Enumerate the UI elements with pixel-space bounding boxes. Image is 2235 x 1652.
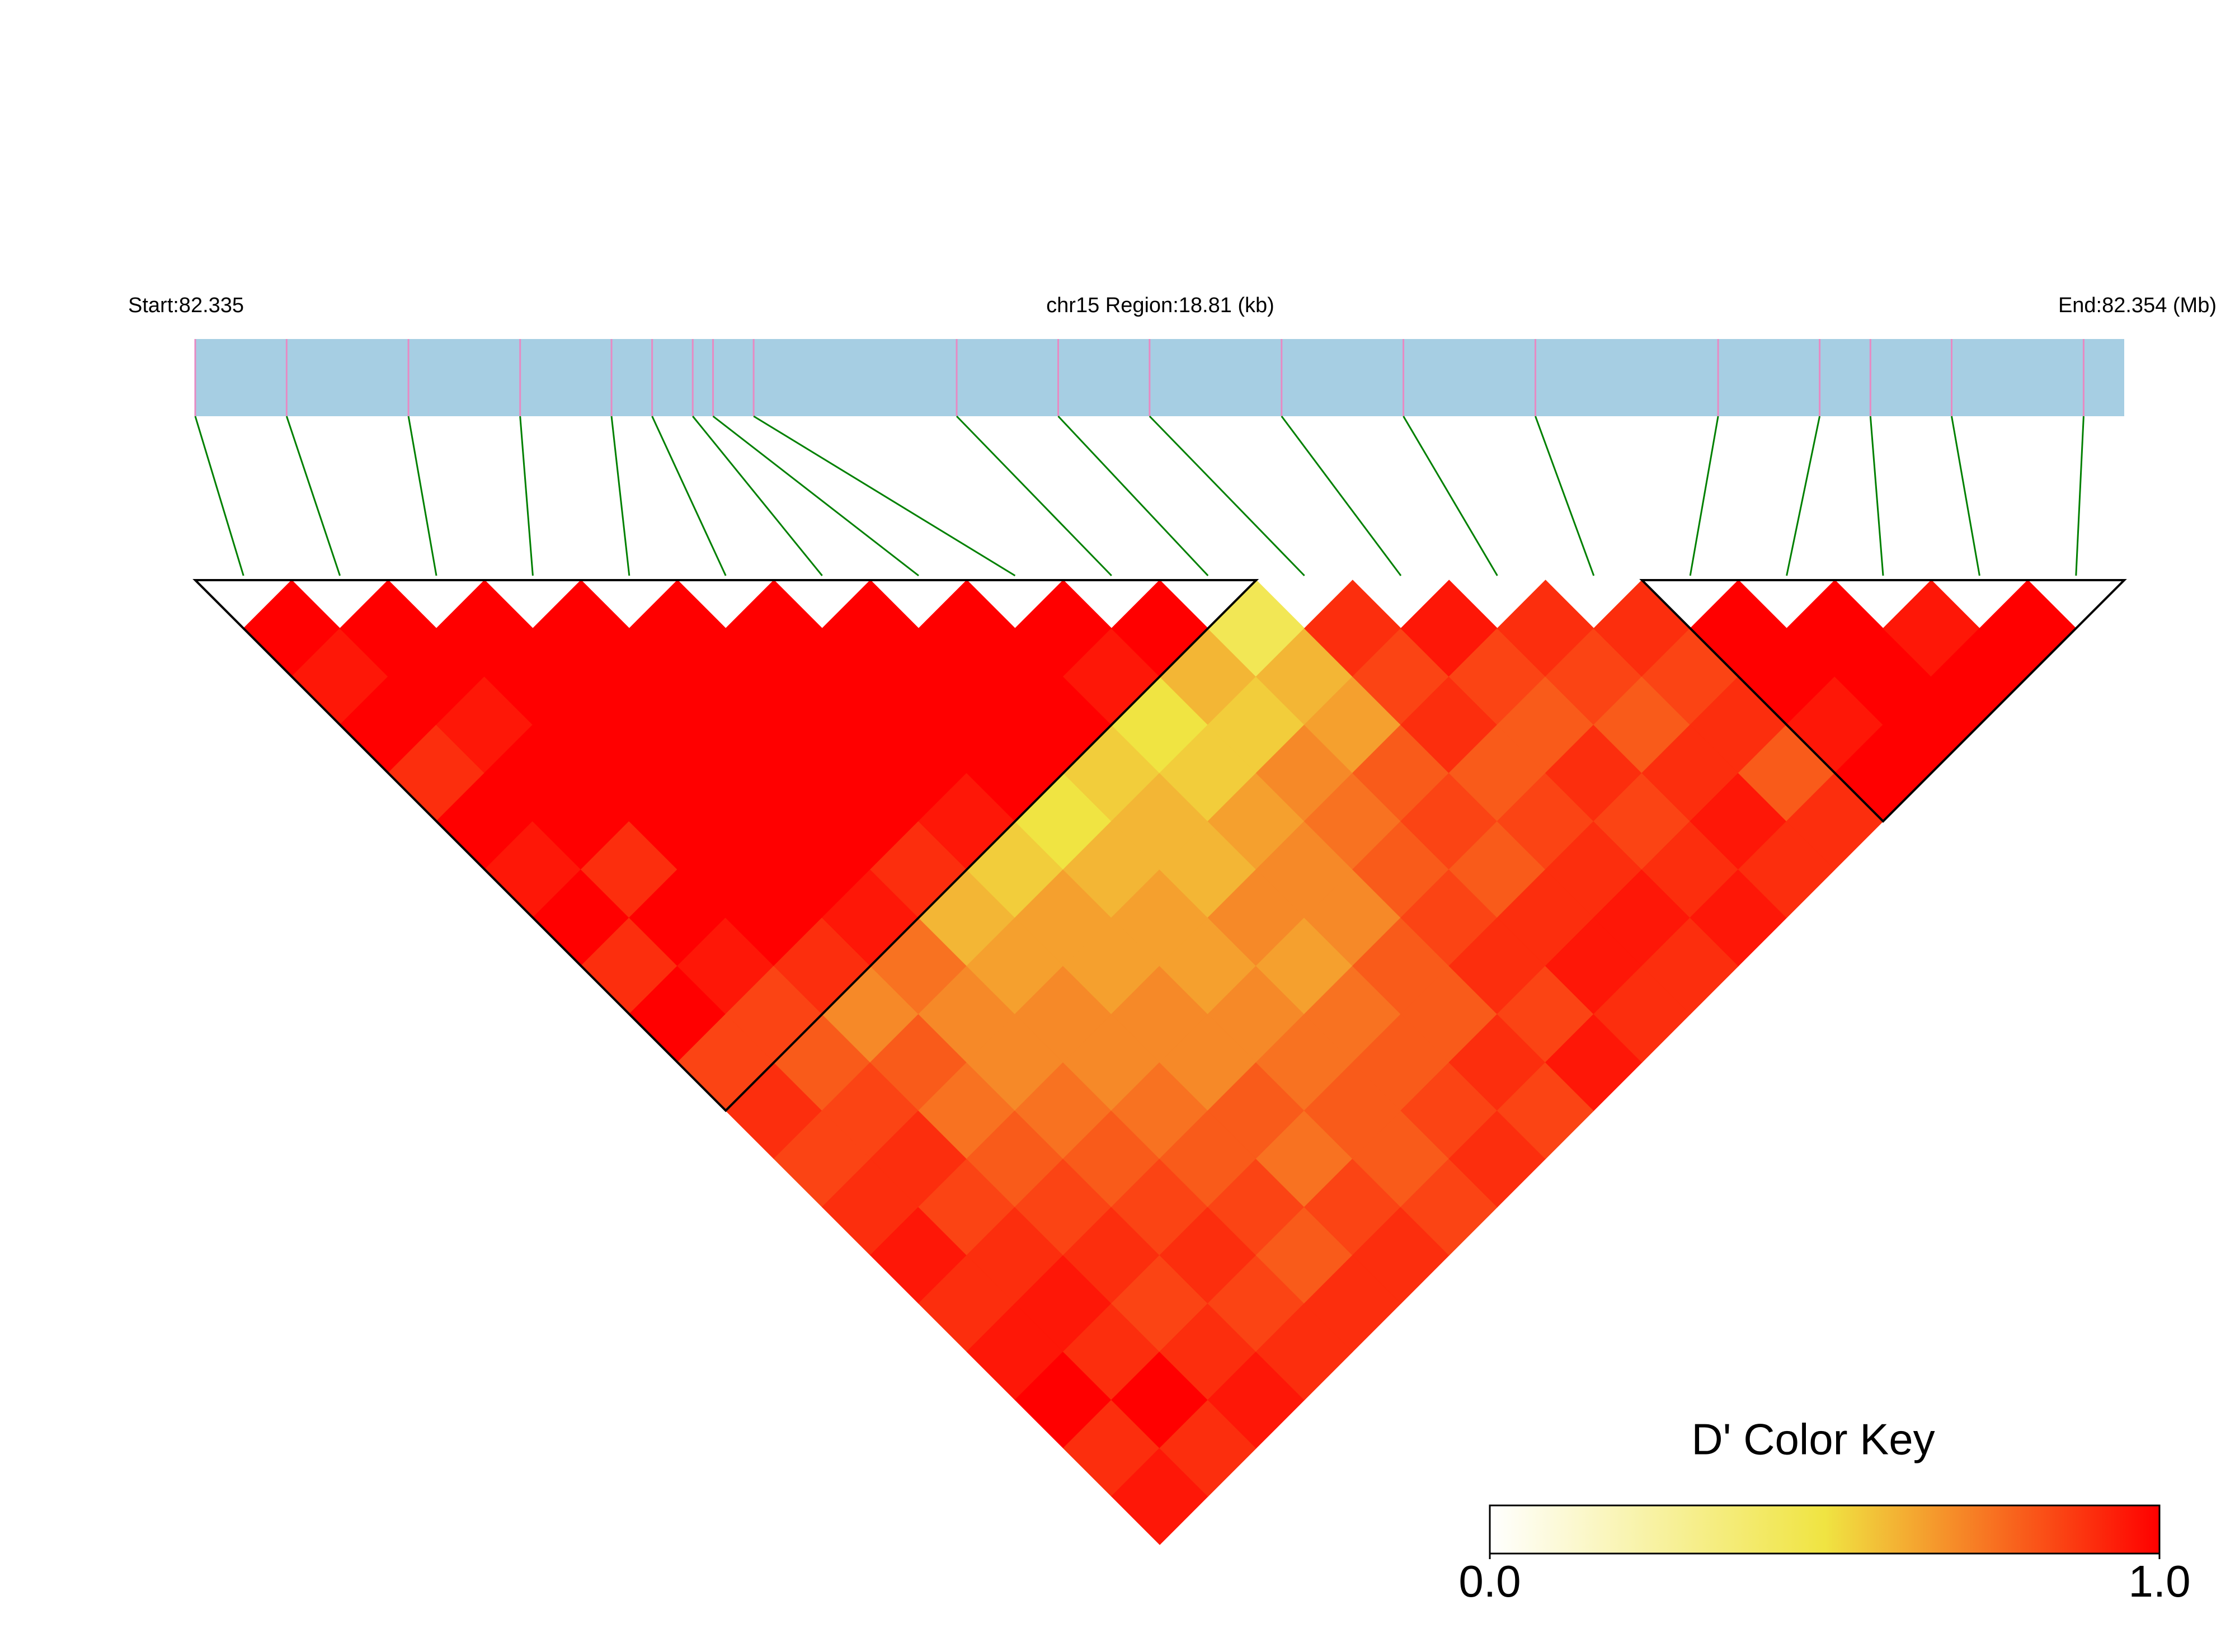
ld-block-outline [192, 579, 1259, 1113]
end-label: End:82.354 (Mb) [2058, 294, 2217, 317]
snp-link [956, 415, 1112, 577]
region-label: chr15 Region:18.81 (kb) [1046, 294, 1274, 317]
color-key [1489, 1504, 2161, 1555]
snp-link [1869, 416, 1884, 576]
heatmap [243, 580, 2077, 1545]
region-bar [195, 339, 2124, 416]
snp-link [519, 416, 534, 576]
snp-link [651, 416, 727, 576]
snp-link [1057, 415, 1209, 577]
snp-link [1951, 416, 1980, 576]
start-label: Start:82.335 [128, 294, 244, 317]
snp-link [1689, 416, 1719, 576]
key-tick-label: 0.0 [1458, 1556, 1521, 1606]
snp-link [692, 416, 823, 576]
snp-link [610, 416, 630, 576]
snp-link [1535, 416, 1595, 576]
snp-link [1786, 416, 1821, 576]
snp-link [1281, 416, 1402, 576]
snp-link [407, 416, 437, 576]
key-tick-label: 1.0 [2128, 1556, 2190, 1606]
snp-link [1149, 415, 1305, 577]
snp-link [1403, 416, 1498, 576]
snp-link [712, 415, 919, 577]
snp-link [194, 416, 244, 576]
snp-link [2075, 416, 2085, 576]
ld-block-outline [1639, 579, 2127, 823]
key-title: D' Color Key [1691, 1415, 1935, 1464]
snp-link [285, 416, 341, 576]
snp-link [753, 415, 1016, 577]
